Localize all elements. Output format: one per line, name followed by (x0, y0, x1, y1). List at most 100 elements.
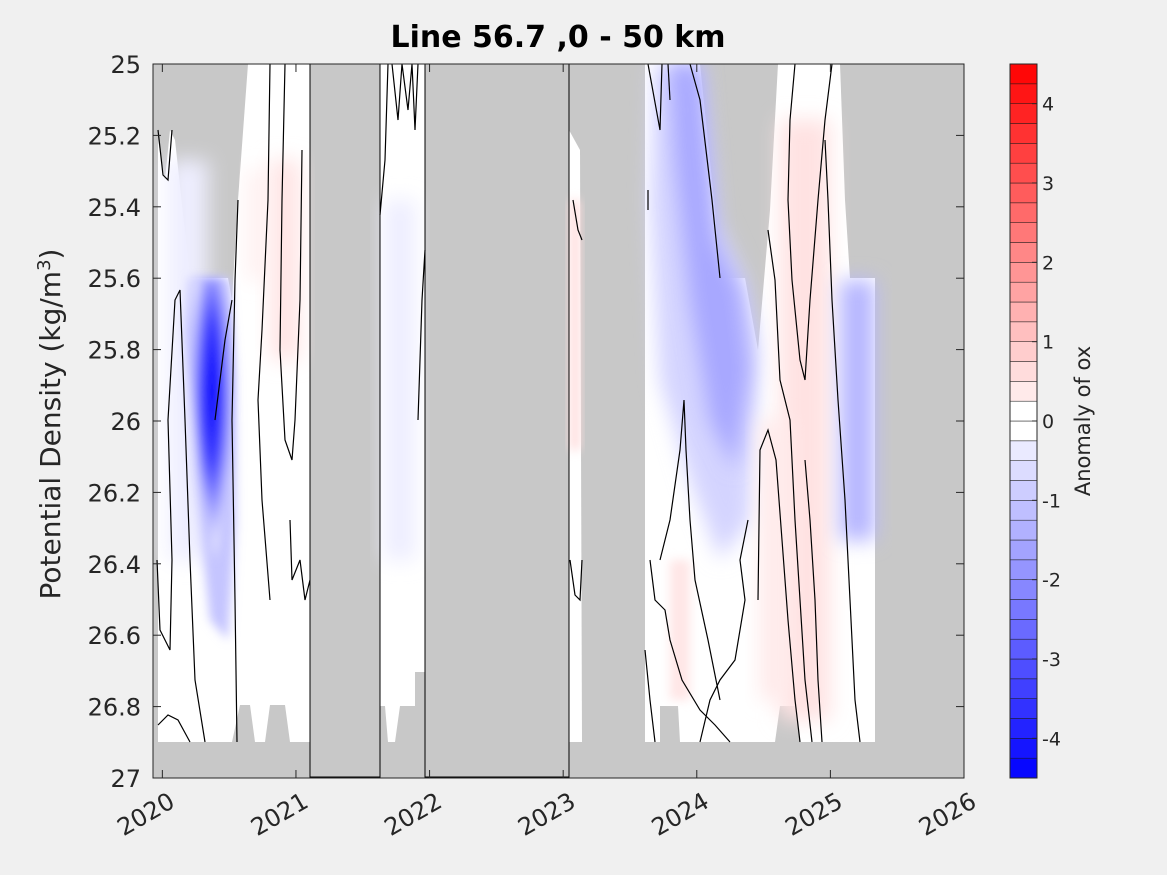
anomaly-negative-2025 (840, 280, 875, 540)
contour-line (787, 64, 833, 381)
colorbar-band (1009, 619, 1038, 640)
contour-line (804, 459, 823, 743)
colorbar-band (1009, 658, 1038, 680)
y-tick-label: 27 (110, 765, 141, 793)
x-tick-label: 2021 (246, 787, 313, 842)
contour-line (417, 249, 426, 421)
anomaly-weak-positive-2023 (570, 200, 580, 450)
colorbar-band (1009, 599, 1038, 620)
x-tick-label: 2020 (112, 787, 179, 842)
contour-line (824, 139, 861, 743)
chart-title: Line 56.7 ,0 - 50 km (390, 20, 725, 55)
colorbar-band (1009, 718, 1038, 739)
plot-area (153, 64, 964, 778)
colorbar-tick-label: 3 (1042, 173, 1054, 195)
colorbar-band (1009, 698, 1038, 719)
colorbar-tick-label: -2 (1042, 570, 1061, 592)
anomaly-weak-positive-2020b (248, 170, 266, 280)
colorbar-band (1009, 539, 1038, 561)
colorbar-band (1009, 182, 1038, 204)
anomaly-weak-positive-2024c (670, 560, 690, 700)
x-tick-label: 2023 (513, 787, 580, 842)
contour-line (279, 64, 303, 461)
y-axis: 25 25.2 25.4 25.6 25.8 26 26.2 26.4 26.6 26.8 27 (88, 51, 964, 793)
contour-line (289, 519, 311, 601)
colorbar-band (1009, 500, 1038, 521)
contour-line (644, 649, 656, 743)
colorbar-band (1009, 123, 1038, 144)
colorbar-band (1009, 162, 1038, 184)
contour-line (379, 64, 389, 216)
colorbar-band (1009, 83, 1038, 104)
contour-line (649, 559, 731, 743)
contour-line (157, 129, 173, 182)
contour-line (667, 64, 671, 101)
colorbar-tick-label: -4 (1042, 728, 1061, 750)
contour-line (767, 229, 813, 743)
y-tick-label: 25.2 (88, 122, 141, 150)
anomaly-weak-positive-2024b (760, 420, 790, 700)
y-tick-label: 26.2 (88, 479, 141, 507)
colorbar-band (1009, 262, 1038, 283)
colorbar-band (1009, 242, 1038, 263)
anomaly-weak-positive-2020 (270, 160, 300, 360)
x-tick-label: 2026 (914, 787, 981, 842)
contour-line (391, 64, 419, 131)
colorbar-band (1009, 321, 1038, 342)
contour-line (214, 299, 233, 421)
colorbar-band (1009, 579, 1038, 600)
contour-line (157, 714, 191, 743)
anomaly-weak-negative-2021 (385, 200, 415, 560)
y-tick-label: 26.8 (88, 694, 141, 722)
gap-borders (309, 64, 570, 778)
anomaly-strong-negative (192, 280, 232, 560)
x-tick-label: 2025 (780, 787, 847, 842)
colorbar-tick-label: 0 (1042, 411, 1054, 433)
colorbar-band (1009, 103, 1038, 124)
contour-line (572, 199, 583, 241)
contour-line (569, 559, 583, 602)
colorbar-band (1009, 301, 1038, 323)
colorbar-band (1009, 757, 1038, 779)
colorbar-title: Anomaly of ox (1071, 346, 1095, 496)
colorbar-bands (1009, 63, 1038, 779)
contour-lines (156, 64, 861, 743)
colorbar-band (1009, 638, 1038, 660)
y-tick-label: 25.4 (88, 194, 141, 222)
colorbar-band (1009, 341, 1038, 362)
contour-line (647, 64, 663, 131)
colorbar-band (1009, 361, 1038, 382)
colorbar-band (1009, 202, 1038, 223)
colorbar-band (1009, 738, 1038, 759)
colorbar-band (1009, 63, 1038, 85)
y-tick-label: 26.4 (88, 551, 141, 579)
contour-line (757, 428, 801, 743)
contour-line (689, 64, 721, 279)
contour-line (659, 399, 721, 701)
colorbar-band (1009, 381, 1038, 402)
y-axis-title: Potential Density (kg/m3) (34, 249, 68, 600)
x-tick-label: 2024 (647, 787, 714, 842)
colorbar-band (1009, 440, 1038, 461)
colorbar-band (1009, 678, 1038, 699)
colorbar-tick-label: 1 (1042, 332, 1054, 354)
colorbar-tick-label: -1 (1042, 490, 1061, 512)
anomaly-negative-2024 (670, 64, 750, 470)
x-tick-label: 2022 (380, 787, 447, 842)
contour-line (257, 64, 271, 601)
colorbar-band (1009, 420, 1038, 442)
y-tick-label: 25 (110, 51, 141, 79)
colorbar: -4 -3 -2 -1 0 1 2 3 4 Anomaly of ox (1009, 63, 1095, 779)
colorbar-band (1009, 281, 1038, 303)
colorbar-tick-label: 4 (1042, 94, 1054, 116)
colorbar-band (1009, 519, 1038, 541)
colorbar-band (1009, 143, 1038, 164)
y-tick-label: 25.8 (88, 337, 141, 365)
contour-line (156, 289, 206, 743)
colorbar-band (1009, 222, 1038, 243)
colorbar-band (1009, 559, 1038, 580)
colorbar-band (1009, 400, 1038, 422)
y-tick-label: 25.6 (88, 265, 141, 293)
